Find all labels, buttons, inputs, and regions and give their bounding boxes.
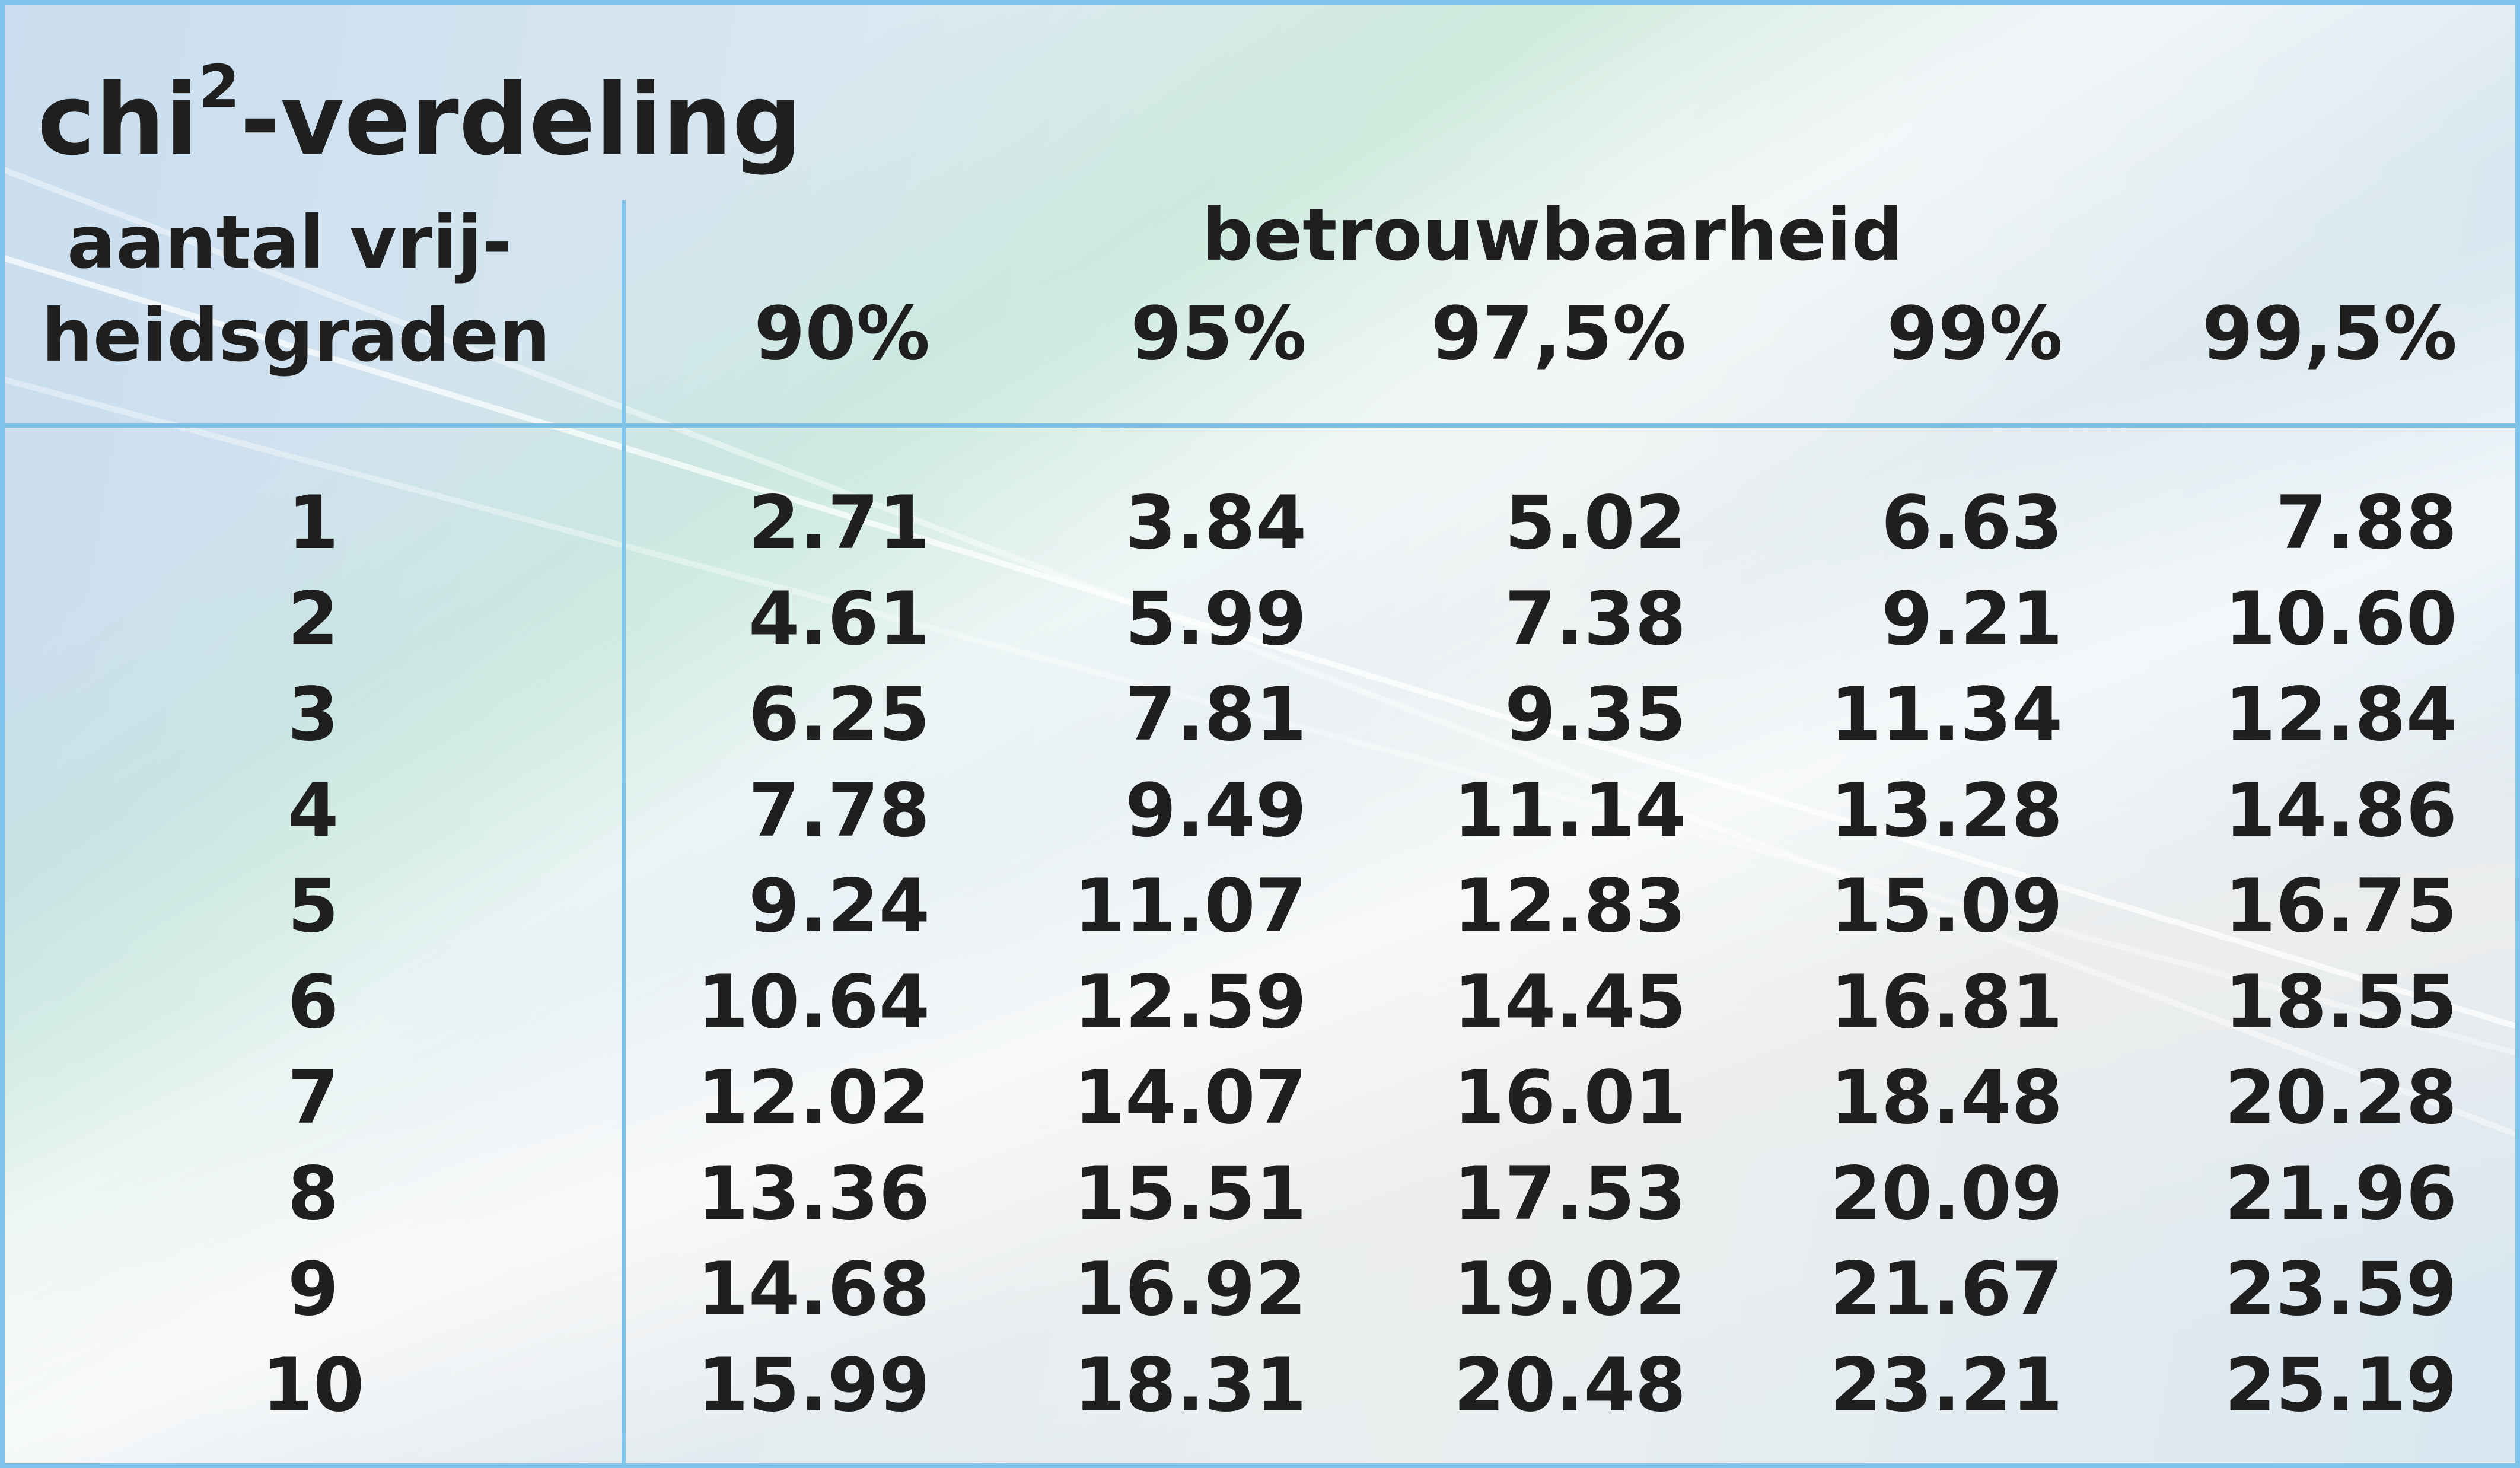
title-rest: -verdeling: [240, 63, 802, 177]
value-cell: 12.02: [697, 1055, 930, 1141]
value-cell: 4.61: [748, 576, 930, 662]
df-cell: 7: [287, 1055, 339, 1141]
value-cell: 18.48: [1830, 1055, 2063, 1141]
confidence-group-header: betrouwbaarheid: [1202, 193, 1903, 277]
value-cell: 12.83: [1453, 864, 1686, 949]
df-cell: 6: [287, 959, 339, 1045]
value-cell: 10.60: [2224, 576, 2457, 662]
value-cell: 14.07: [1073, 1055, 1307, 1141]
df-cell: 10: [262, 1342, 365, 1428]
df-cell: 9: [287, 1247, 339, 1332]
value-cell: 11.07: [1073, 864, 1307, 949]
value-cell: 14.68: [697, 1247, 930, 1332]
value-cell: 15.09: [1830, 864, 2063, 949]
confidence-header-4: 99,5%: [2202, 291, 2457, 377]
value-cell: 13.36: [697, 1151, 930, 1237]
df-cell: 1: [287, 480, 339, 566]
value-cell: 20.28: [2224, 1055, 2457, 1141]
value-cell: 16.92: [1073, 1247, 1307, 1332]
df-cell: 5: [287, 864, 339, 949]
confidence-header-1: 95%: [1130, 291, 1307, 377]
value-cell: 11.14: [1453, 768, 1686, 854]
value-cell: 17.53: [1453, 1151, 1686, 1237]
value-cell: 7.38: [1505, 576, 1686, 662]
title-base: chi: [37, 63, 199, 177]
value-cell: 14.45: [1453, 959, 1686, 1045]
df-header-line-1: aantal vrij-: [67, 200, 512, 285]
value-cell: 20.48: [1453, 1342, 1686, 1428]
confidence-header-0: 90%: [754, 291, 930, 377]
value-cell: 7.81: [1125, 672, 1307, 757]
value-cell: 16.75: [2224, 864, 2457, 949]
value-cell: 16.81: [1830, 959, 2063, 1045]
value-cell: 6.63: [1881, 480, 2063, 566]
value-cell: 12.84: [2224, 672, 2457, 757]
value-cell: 9.35: [1505, 672, 1686, 757]
value-cell: 11.34: [1830, 672, 2063, 757]
value-cell: 19.02: [1453, 1247, 1686, 1332]
value-cell: 15.99: [697, 1342, 930, 1428]
value-cell: 23.59: [2224, 1247, 2457, 1332]
df-cell: 8: [287, 1151, 339, 1237]
confidence-header-2: 97,5%: [1431, 291, 1686, 377]
value-cell: 2.71: [748, 480, 930, 566]
value-cell: 5.02: [1505, 480, 1686, 566]
header-divider: [5, 423, 2515, 428]
page-title: chi2-verdeling: [37, 58, 802, 169]
df-cell: 4: [287, 768, 339, 854]
value-cell: 7.78: [748, 768, 930, 854]
value-cell: 23.21: [1830, 1342, 2063, 1428]
value-cell: 18.31: [1073, 1342, 1307, 1428]
value-cell: 9.21: [1881, 576, 2063, 662]
df-header-line-2: heidsgraden: [42, 294, 551, 378]
value-cell: 16.01: [1453, 1055, 1686, 1141]
title-superscript: 2: [198, 52, 240, 122]
value-cell: 21.96: [2224, 1151, 2457, 1237]
value-cell: 14.86: [2224, 768, 2457, 854]
value-cell: 21.67: [1830, 1247, 2063, 1332]
df-cell: 3: [287, 672, 339, 757]
value-cell: 13.28: [1830, 768, 2063, 854]
value-cell: 25.19: [2224, 1342, 2457, 1428]
value-cell: 9.24: [748, 864, 930, 949]
value-cell: 6.25: [748, 672, 930, 757]
df-cell: 2: [287, 576, 339, 662]
confidence-header-3: 99%: [1887, 291, 2063, 377]
value-cell: 20.09: [1830, 1151, 2063, 1237]
value-cell: 3.84: [1125, 480, 1307, 566]
value-cell: 5.99: [1125, 576, 1307, 662]
value-cell: 12.59: [1073, 959, 1307, 1045]
value-cell: 7.88: [2276, 480, 2457, 566]
value-cell: 18.55: [2224, 959, 2457, 1045]
value-cell: 9.49: [1125, 768, 1307, 854]
column-divider: [622, 200, 626, 1463]
value-cell: 10.64: [697, 959, 930, 1045]
value-cell: 15.51: [1073, 1151, 1307, 1237]
